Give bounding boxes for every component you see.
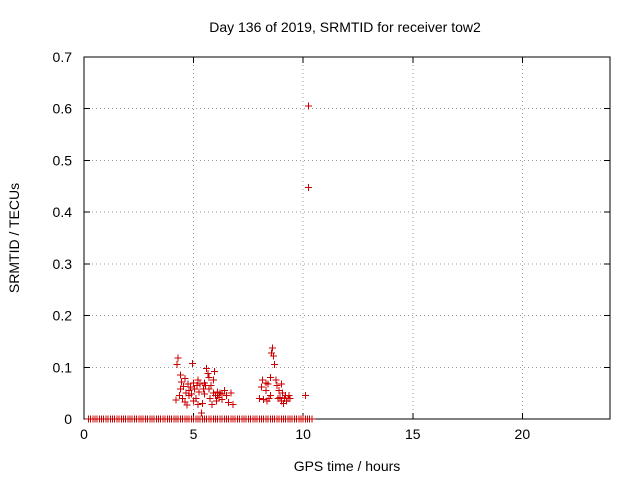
data-point xyxy=(271,361,279,369)
data-point xyxy=(198,399,206,407)
data-point xyxy=(181,375,189,383)
y-tick-label: 0.2 xyxy=(53,308,73,324)
data-point xyxy=(186,383,194,391)
data-point xyxy=(183,401,191,409)
data-point xyxy=(207,381,215,389)
data-point xyxy=(196,380,204,388)
data-point xyxy=(205,374,213,382)
x-tick-label: 5 xyxy=(190,426,198,442)
data-point xyxy=(222,392,230,400)
data-point xyxy=(174,354,182,362)
y-tick-label: 0 xyxy=(64,411,72,427)
y-tick-label: 0.5 xyxy=(53,152,73,168)
data-point xyxy=(193,381,201,389)
x-tick-label: 10 xyxy=(295,426,311,442)
data-point xyxy=(258,383,266,391)
x-axis-label: GPS time / hours xyxy=(294,458,401,474)
data-point xyxy=(194,376,202,384)
data-point xyxy=(276,393,284,401)
axis-tick-labels: 0 5 10 15 20 0 0.1 0.2 0.3 0.4 0.5 0.6 0.7 xyxy=(53,49,531,442)
data-point xyxy=(195,388,203,396)
y-axis-label: SRMTID / TECUs xyxy=(6,183,22,293)
data-point xyxy=(273,381,281,389)
data-point xyxy=(277,397,285,405)
x-tick-label: 15 xyxy=(405,426,421,442)
data-point xyxy=(260,395,268,403)
data-point xyxy=(308,415,316,423)
data-point xyxy=(191,385,199,393)
data-point xyxy=(270,352,278,360)
data-point xyxy=(220,387,228,395)
data-point xyxy=(173,361,181,369)
data-point xyxy=(272,376,280,384)
chart-title: Day 136 of 2019, SRMTID for receiver tow… xyxy=(209,19,481,35)
y-tick-label: 0.3 xyxy=(53,256,73,272)
grid xyxy=(84,57,610,419)
data-point xyxy=(190,397,198,405)
data-point xyxy=(197,409,205,417)
data-point xyxy=(204,369,212,377)
y-tick-label: 0.6 xyxy=(53,101,73,117)
x-tick-label: 0 xyxy=(80,426,88,442)
plot-frame xyxy=(83,56,611,420)
data-point xyxy=(209,376,217,384)
data-point xyxy=(262,387,270,395)
data-point xyxy=(210,367,218,375)
data-point xyxy=(268,344,276,352)
data-point xyxy=(179,394,187,402)
data-point xyxy=(301,392,309,400)
data-point xyxy=(213,397,221,405)
data-point xyxy=(178,378,186,386)
data-point xyxy=(206,394,214,402)
data-point xyxy=(201,379,209,387)
data-points xyxy=(84,102,316,423)
data-point xyxy=(286,394,294,402)
data-point xyxy=(172,396,180,404)
data-point xyxy=(229,401,237,409)
data-point xyxy=(264,380,272,388)
data-point xyxy=(209,389,217,397)
data-point xyxy=(201,390,209,398)
data-point xyxy=(203,364,211,372)
data-point xyxy=(188,360,196,368)
data-point xyxy=(255,394,263,402)
data-point xyxy=(180,382,188,390)
data-point xyxy=(176,371,184,379)
x-tick-label: 20 xyxy=(515,426,531,442)
data-point xyxy=(194,401,202,409)
data-point xyxy=(208,401,216,409)
data-point xyxy=(205,385,213,393)
data-point xyxy=(305,183,313,191)
y-tick-label: 0.7 xyxy=(53,49,73,65)
data-point xyxy=(266,374,274,382)
data-point xyxy=(214,392,222,400)
y-tick-label: 0.4 xyxy=(53,204,73,220)
data-point xyxy=(185,392,193,400)
data-point xyxy=(225,398,233,406)
axis-ticks xyxy=(83,56,610,420)
data-point xyxy=(277,380,285,388)
data-point xyxy=(227,389,235,397)
y-tick-label: 0.1 xyxy=(53,359,73,375)
data-point xyxy=(218,390,226,398)
data-point xyxy=(305,102,313,110)
data-point xyxy=(266,392,274,400)
